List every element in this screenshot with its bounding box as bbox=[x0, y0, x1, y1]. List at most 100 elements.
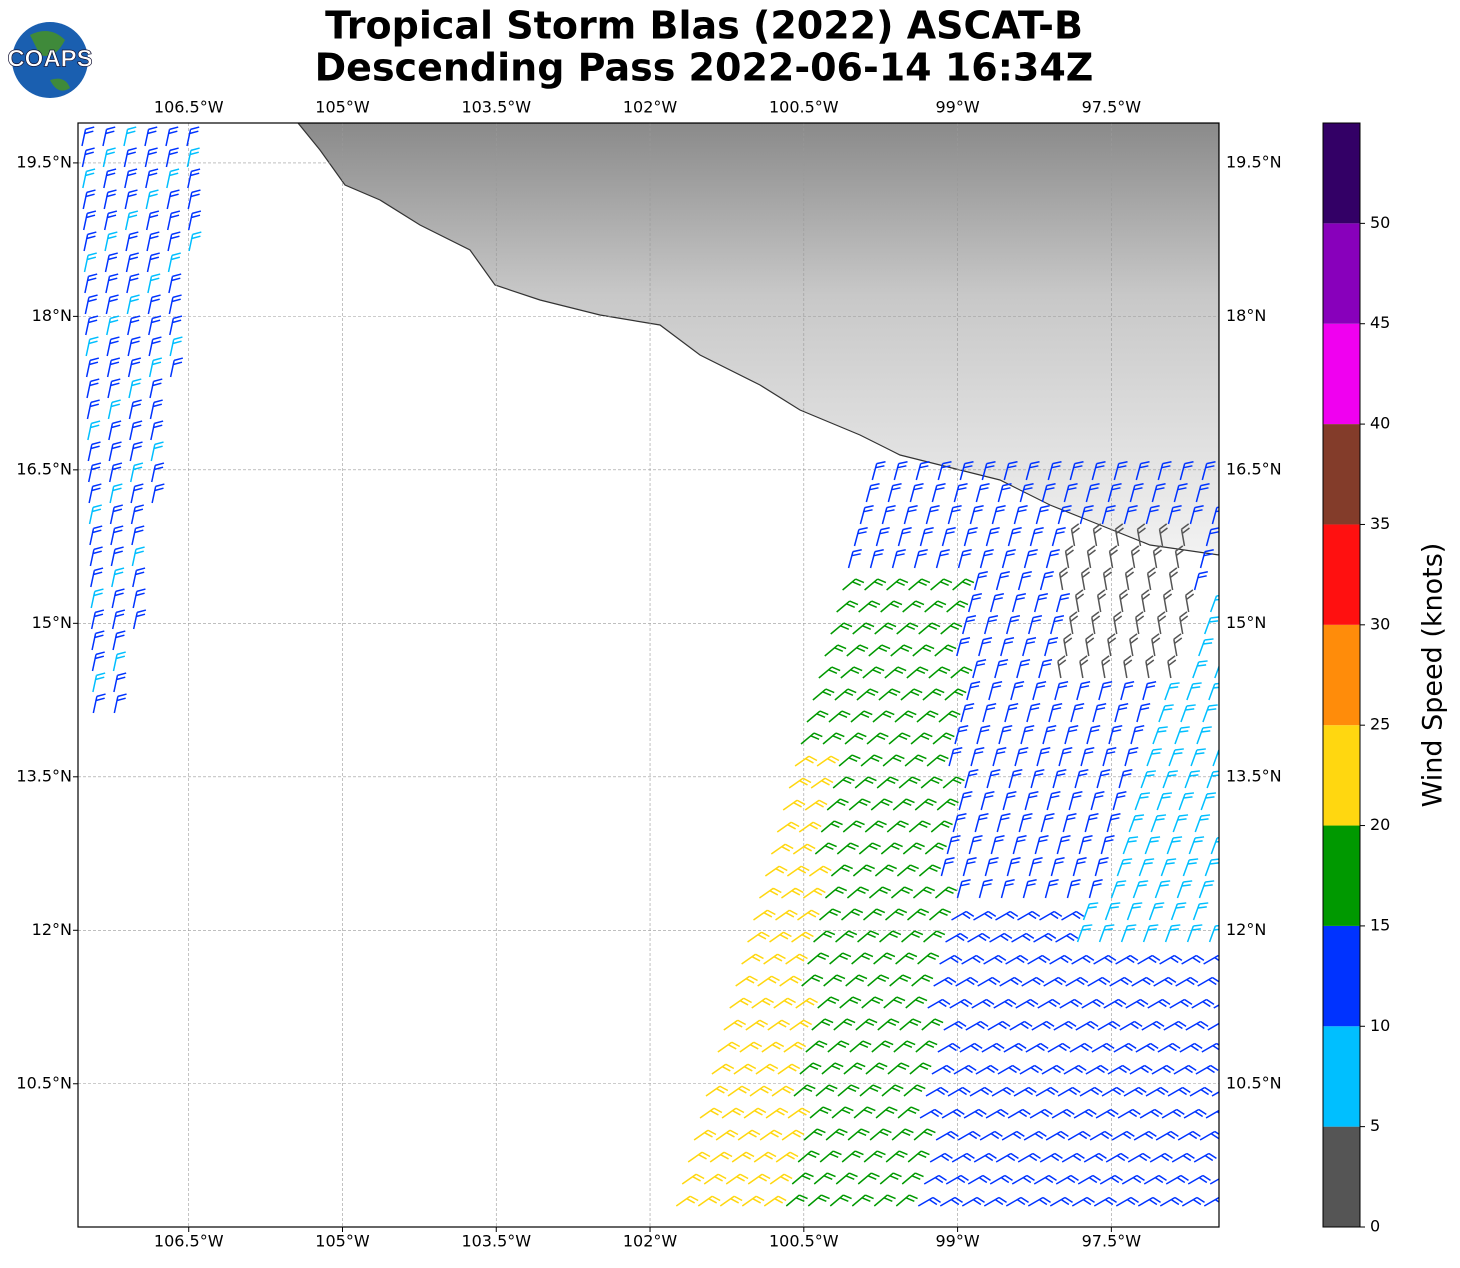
barb-shape bbox=[1090, 790, 1105, 811]
barb-shape bbox=[1131, 976, 1155, 987]
wind-barb bbox=[1076, 680, 1091, 701]
wind-barb bbox=[919, 526, 934, 547]
barb-shape bbox=[878, 688, 901, 701]
wind-barb bbox=[873, 952, 896, 965]
wind-barb bbox=[1007, 526, 1022, 547]
barb-shape bbox=[759, 887, 782, 899]
barb-shape bbox=[995, 1152, 1019, 1163]
barb-shape bbox=[953, 1064, 977, 1075]
wind-barb bbox=[808, 865, 832, 877]
wind-barb bbox=[1193, 570, 1208, 591]
wind-barb bbox=[767, 1019, 791, 1031]
wind-barb bbox=[940, 622, 963, 635]
wind-barb bbox=[81, 126, 95, 147]
wind-barb bbox=[815, 1084, 838, 1097]
wind-barb bbox=[1205, 1109, 1219, 1119]
barb-shape bbox=[729, 997, 752, 1009]
barb-shape bbox=[1164, 924, 1181, 943]
barb-shape bbox=[745, 1019, 769, 1031]
wind-barb bbox=[872, 710, 895, 723]
barb-shape bbox=[110, 525, 124, 546]
wind-barb bbox=[1117, 1108, 1141, 1119]
wind-barb bbox=[1087, 976, 1111, 987]
barb-shape bbox=[829, 952, 852, 965]
wind-barb bbox=[1152, 726, 1168, 745]
wind-barb bbox=[894, 710, 917, 723]
wind-barb bbox=[89, 546, 103, 567]
barb-shape bbox=[935, 1130, 959, 1141]
barb-shape bbox=[187, 168, 201, 189]
wind-barb bbox=[993, 998, 1017, 1009]
barb-shape bbox=[883, 996, 906, 1009]
barb-shape bbox=[819, 908, 842, 921]
wind-barb bbox=[842, 578, 865, 591]
barb-shape bbox=[860, 754, 883, 767]
barb-shape bbox=[1011, 1174, 1035, 1185]
wind-barb bbox=[863, 1150, 886, 1163]
wind-barb bbox=[1046, 790, 1061, 811]
wind-barb bbox=[1038, 658, 1053, 679]
wind-barb bbox=[128, 378, 142, 399]
wind-barb bbox=[1033, 1174, 1057, 1185]
wind-barb bbox=[791, 1172, 814, 1185]
wind-barb bbox=[1020, 724, 1035, 745]
barb-shape bbox=[1058, 567, 1069, 591]
barb-shape bbox=[791, 931, 814, 943]
barb-shape bbox=[88, 504, 102, 525]
wind-barb bbox=[819, 908, 842, 921]
barb-shape bbox=[110, 546, 124, 567]
barb-shape bbox=[1207, 1022, 1219, 1031]
barb-shape bbox=[1120, 924, 1137, 943]
wind-barb bbox=[985, 526, 1000, 547]
barb-shape bbox=[1148, 902, 1165, 921]
wind-barb bbox=[801, 974, 824, 987]
barb-shape bbox=[1182, 858, 1199, 877]
barb-shape bbox=[1095, 1108, 1119, 1119]
barb-shape bbox=[809, 1106, 832, 1119]
barb-shape bbox=[834, 688, 857, 701]
barb-shape bbox=[785, 953, 808, 965]
barb-shape bbox=[941, 1108, 965, 1119]
barb-shape bbox=[733, 1063, 757, 1075]
barb-shape bbox=[983, 954, 1007, 965]
wind-barb bbox=[1121, 1174, 1145, 1185]
wind-barb bbox=[953, 482, 968, 503]
barb-shape bbox=[934, 886, 958, 899]
barb-shape bbox=[1025, 460, 1040, 481]
wind-barb bbox=[1099, 1174, 1123, 1185]
barb-shape bbox=[1193, 1152, 1217, 1163]
barb-shape bbox=[891, 548, 906, 569]
barb-shape bbox=[1022, 636, 1037, 657]
barb-shape bbox=[764, 865, 788, 877]
barb-shape bbox=[1187, 1174, 1211, 1185]
wind-barb bbox=[1101, 655, 1111, 679]
wind-barb bbox=[711, 1063, 735, 1075]
wind-barb bbox=[112, 651, 126, 672]
wind-barb bbox=[879, 1172, 902, 1185]
barb-shape bbox=[108, 441, 122, 462]
barb-shape bbox=[895, 952, 918, 965]
wind-barb bbox=[885, 908, 908, 921]
wind-barb bbox=[168, 273, 182, 294]
wind-barb bbox=[1075, 1020, 1099, 1031]
barb-shape bbox=[1110, 880, 1127, 899]
barb-shape bbox=[1012, 834, 1027, 855]
wind-barb bbox=[867, 974, 890, 987]
barb-shape bbox=[902, 600, 925, 613]
wind-barb bbox=[941, 1108, 965, 1119]
barb-shape bbox=[87, 462, 102, 483]
wind-barb bbox=[799, 1062, 822, 1075]
barb-shape bbox=[132, 609, 147, 630]
barb-shape bbox=[1091, 611, 1101, 635]
barb-shape bbox=[884, 666, 907, 679]
wind-barb bbox=[833, 1018, 856, 1031]
barb-shape bbox=[924, 842, 947, 855]
wind-barb bbox=[109, 504, 123, 525]
barb-shape bbox=[1125, 998, 1149, 1009]
barb-shape bbox=[859, 504, 874, 525]
wind-barb bbox=[87, 462, 102, 483]
wind-barb bbox=[771, 1085, 795, 1097]
wind-barb bbox=[846, 886, 870, 899]
wind-barb bbox=[841, 908, 864, 921]
wind-barb bbox=[943, 1020, 967, 1031]
